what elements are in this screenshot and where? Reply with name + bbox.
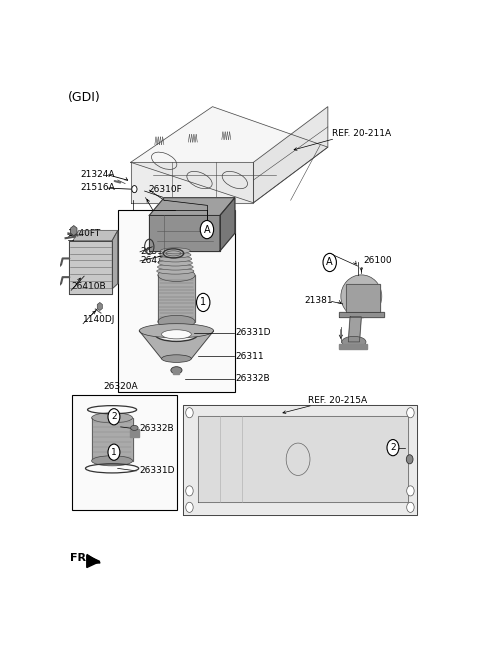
Polygon shape (198, 417, 408, 502)
Text: 1140DJ: 1140DJ (83, 315, 115, 324)
Polygon shape (253, 106, 328, 203)
Ellipse shape (159, 256, 192, 262)
Ellipse shape (92, 456, 132, 466)
Ellipse shape (158, 260, 192, 266)
Text: 26331D: 26331D (139, 466, 174, 476)
Text: REF. 20-215A: REF. 20-215A (309, 396, 368, 405)
Polygon shape (183, 405, 417, 515)
Text: (GDI): (GDI) (67, 91, 100, 104)
Ellipse shape (158, 269, 195, 281)
Ellipse shape (341, 275, 382, 318)
Text: 26320A: 26320A (104, 382, 138, 391)
Ellipse shape (139, 324, 214, 338)
Polygon shape (149, 215, 220, 251)
Circle shape (132, 185, 137, 193)
Text: 26316P: 26316P (140, 247, 174, 256)
Text: 1140FT: 1140FT (68, 229, 101, 238)
Polygon shape (348, 317, 361, 342)
Circle shape (108, 409, 120, 425)
Text: 26429: 26429 (140, 256, 168, 265)
Text: 26310F: 26310F (148, 185, 182, 194)
Text: 21381: 21381 (305, 296, 334, 305)
Circle shape (407, 486, 414, 496)
Text: 26100: 26100 (363, 256, 392, 265)
Polygon shape (73, 231, 118, 240)
Bar (72, 395, 177, 510)
Bar (118, 210, 235, 392)
Polygon shape (112, 231, 118, 289)
Ellipse shape (162, 355, 192, 363)
Text: 26410B: 26410B (71, 282, 106, 291)
Polygon shape (220, 198, 235, 251)
Polygon shape (87, 555, 100, 563)
Polygon shape (139, 330, 214, 359)
Circle shape (407, 407, 414, 418)
Ellipse shape (156, 268, 194, 274)
Ellipse shape (407, 455, 413, 464)
Polygon shape (347, 284, 380, 311)
Polygon shape (69, 240, 112, 294)
Ellipse shape (162, 330, 192, 339)
Ellipse shape (160, 252, 191, 258)
Text: 21516A: 21516A (81, 183, 115, 192)
Ellipse shape (92, 413, 132, 423)
Circle shape (407, 502, 414, 512)
Ellipse shape (342, 336, 366, 348)
Ellipse shape (157, 264, 193, 270)
Ellipse shape (131, 425, 138, 430)
Text: REF. 20-211A: REF. 20-211A (332, 129, 391, 138)
Text: FR.: FR. (71, 553, 91, 564)
Circle shape (108, 444, 120, 461)
Text: 26332B: 26332B (236, 374, 270, 383)
Polygon shape (130, 430, 139, 437)
Polygon shape (131, 162, 253, 203)
Polygon shape (339, 344, 367, 350)
Text: 2: 2 (390, 443, 396, 452)
Circle shape (196, 293, 210, 311)
Ellipse shape (171, 367, 182, 374)
Circle shape (387, 440, 399, 456)
Polygon shape (92, 418, 132, 461)
Circle shape (323, 254, 336, 271)
Text: 2: 2 (111, 413, 117, 421)
Text: 26311: 26311 (236, 351, 264, 361)
Polygon shape (339, 311, 384, 317)
Text: A: A (326, 258, 333, 267)
Polygon shape (131, 106, 328, 203)
Circle shape (200, 221, 214, 238)
Polygon shape (158, 275, 195, 322)
Text: 1: 1 (200, 298, 206, 307)
Ellipse shape (160, 248, 190, 254)
Polygon shape (149, 198, 235, 215)
Text: A: A (204, 225, 210, 235)
Text: 26331D: 26331D (236, 328, 271, 337)
Circle shape (186, 486, 193, 496)
Circle shape (186, 502, 193, 512)
Circle shape (186, 407, 193, 418)
Text: 21324A: 21324A (81, 170, 115, 179)
Text: 26332B: 26332B (139, 424, 173, 434)
Text: 1: 1 (111, 447, 117, 457)
Polygon shape (87, 555, 100, 568)
Polygon shape (173, 369, 180, 374)
Ellipse shape (155, 327, 198, 342)
Ellipse shape (158, 315, 195, 328)
